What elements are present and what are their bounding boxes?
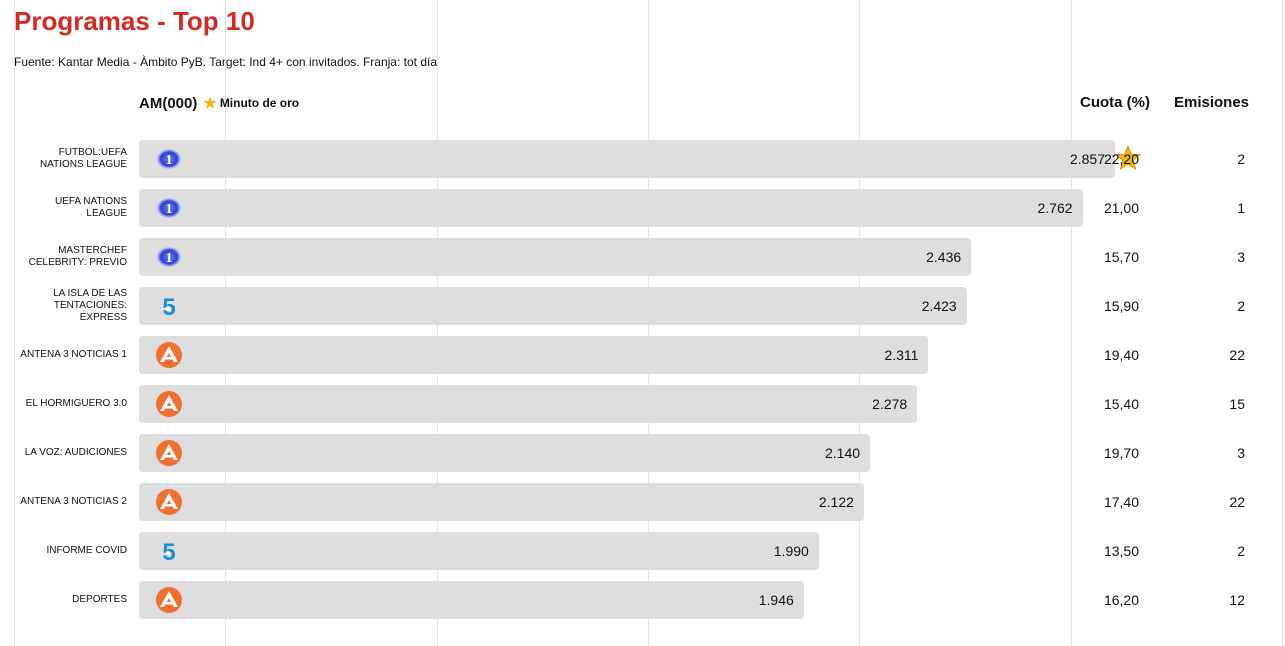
antena3-logo-icon [155,439,183,467]
bar [139,189,1083,227]
emisiones-value: 2 [1237,298,1245,314]
emisiones-value: 1 [1237,200,1245,216]
category-label: INFORME COVID [46,545,127,556]
bar-value-label: 2.857 [1069,151,1105,167]
cuota-value: 19,70 [1103,445,1139,461]
svg-text:1: 1 [166,153,173,168]
svg-text:1: 1 [166,251,173,266]
cuota-value: 19,40 [1103,347,1139,363]
cuota-value: 17,40 [1103,494,1139,510]
la1-logo-icon: 1 [155,194,183,222]
category-label: ANTENA 3 NOTICIAS 2 [20,496,127,507]
cuota-value: 16,20 [1103,592,1139,608]
category-label: EL HORMIGUERO 3.0 [25,398,127,409]
cuota-value: 22,20 [1103,151,1139,167]
minuto-oro-star-icon [1114,144,1142,171]
category-label: UEFA NATIONS LEAGUE [54,196,127,219]
emisiones-header: Emisiones [1174,94,1250,111]
emisiones-value: 12 [1229,592,1245,608]
cuota-value: 13,50 [1103,543,1139,559]
cuota-value: 15,40 [1103,396,1139,412]
bar-value-label: 1.990 [773,543,809,559]
minuto-oro-label: Minuto de oro [219,96,300,110]
antena3-logo-icon [155,341,183,369]
cuota-value: 15,90 [1103,298,1139,314]
emisiones-value: 3 [1237,445,1245,461]
category-label: DEPORTES [72,594,127,605]
bar-value-label: 2.423 [921,298,957,314]
antena3-logo-icon [155,488,183,516]
category-label: ANTENA 3 NOTICIAS 1 [20,349,127,360]
antena3-logo-icon [155,586,183,614]
emisiones-value: 2 [1237,151,1245,167]
grid-line [14,0,15,646]
telecinco-logo-icon: 5 [155,292,183,320]
category-label: MASTERCHEF CELEBRITY: PREVIO [28,245,127,268]
category-label: LA ISLA DE LAS TENTACIONES: EXPRESS [53,288,127,323]
grid-line [1071,0,1072,646]
bar [139,532,819,570]
bar [139,238,972,276]
am-header-label: AM(000) [139,94,198,112]
svg-text:1: 1 [166,202,173,217]
bar [139,336,929,374]
emisiones-value: 15 [1229,396,1245,412]
bar [139,434,871,472]
bar-value-label: 2.762 [1037,200,1073,216]
emisiones-value: 3 [1237,249,1245,265]
bar-value-label: 2.436 [926,249,962,265]
bar [139,581,804,619]
emisiones-value: 22 [1229,347,1245,363]
am-header: AM(000) ★ Minuto de oro [139,94,300,113]
bar-value-label: 2.311 [884,347,919,363]
cuota-value: 21,00 [1103,200,1139,216]
emisiones-value: 2 [1237,543,1245,559]
telecinco-logo-icon: 5 [155,537,183,565]
bar [139,483,864,521]
bar-value-label: 2.140 [825,445,861,461]
bar [139,287,967,325]
bar [139,140,1115,178]
la1-logo-icon: 1 [155,145,183,173]
category-label: LA VOZ: AUDICIONES [24,447,127,458]
cuota-value: 15,70 [1103,249,1139,265]
la1-logo-icon: 1 [155,243,183,271]
bar-value-label: 2.122 [818,494,854,510]
star-icon: ★ [203,95,217,112]
bar [139,385,918,423]
grid-line [1282,0,1283,646]
page-title: Programas - Top 10 [14,6,255,36]
category-label: FUTBOL:UEFA NATIONS LEAGUE [39,147,127,170]
bar-value-label: 2.278 [872,396,908,412]
emisiones-value: 22 [1229,494,1245,510]
bar-value-label: 1.946 [758,592,794,608]
cuota-header: Cuota (%) [1080,94,1150,111]
antena3-logo-icon [155,390,183,418]
